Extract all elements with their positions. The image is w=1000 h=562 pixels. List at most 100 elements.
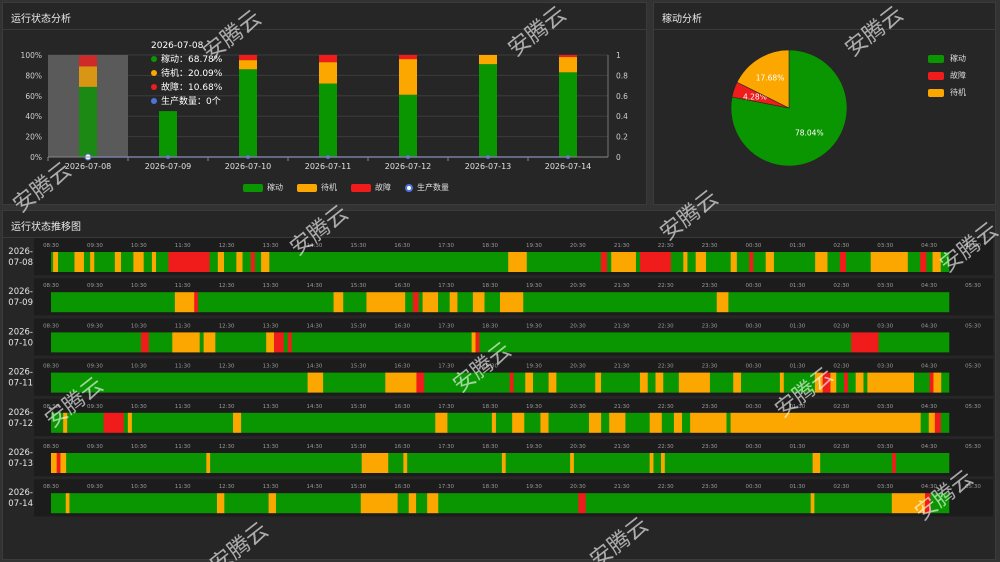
time-tick-label: 09:30 [87, 404, 103, 410]
tooltip-date: 2026-07-08 [151, 41, 204, 51]
status-segment [928, 412, 936, 433]
legend-item[interactable]: 故障 [351, 182, 391, 193]
status-segment [526, 252, 602, 272]
y2-tick-label: 0 [616, 153, 621, 162]
legend-item[interactable]: 生产数量 [405, 182, 449, 193]
status-segment [925, 493, 931, 514]
y-tick-label: 20% [25, 133, 42, 142]
time-tick-label: 01:30 [789, 323, 805, 329]
time-tick-label: 14:30 [306, 364, 322, 370]
status-segment [820, 453, 893, 473]
legend-item[interactable]: 稼动 [243, 182, 283, 193]
time-tick-label: 01:30 [789, 484, 805, 490]
status-segment [609, 412, 626, 433]
status-segment [940, 412, 950, 433]
time-tick-label: 04:30 [921, 364, 937, 370]
time-tick-label: 11:30 [175, 243, 191, 249]
status-segment [418, 292, 423, 313]
legend-item[interactable]: 待机 [928, 87, 966, 98]
time-tick-label: 03:30 [877, 364, 893, 370]
status-trend-chart[interactable]: 08:30 09:30 10:30 11:30 12:30 13:30 14:30 15:30… [3, 211, 995, 559]
status-segment [647, 372, 656, 393]
time-tick-label: 14:30 [306, 444, 322, 450]
status-segment [58, 252, 75, 272]
row-date-label: 07-12 [8, 419, 33, 429]
bar-segment [239, 69, 257, 157]
status-segment [682, 412, 691, 433]
row-date-label: 2026- [8, 368, 33, 378]
status-segment [556, 372, 596, 393]
time-tick-label: 03:30 [877, 283, 893, 289]
divider [3, 29, 646, 30]
status-segment [206, 453, 211, 473]
y-tick-label: 0% [30, 153, 42, 162]
time-tick-label: 20:30 [570, 243, 586, 249]
bar-segment [399, 59, 417, 95]
status-segment [508, 252, 528, 272]
time-tick-label: 13:30 [263, 283, 279, 289]
time-tick-label: 08:30 [43, 243, 59, 249]
time-tick-label: 16:30 [394, 283, 410, 289]
status-segment [907, 252, 921, 272]
status-segment [471, 332, 476, 353]
status-segment [484, 292, 501, 313]
utilization-pie-chart[interactable]: 78.04% 4.28% 17.68% [654, 3, 995, 204]
status-segment [892, 453, 897, 473]
legend-item[interactable]: 故障 [928, 70, 966, 81]
status-segment [343, 292, 367, 313]
time-tick-label: 16:30 [394, 444, 410, 450]
status-segment [814, 372, 823, 393]
status-segment [333, 292, 344, 313]
time-tick-label: 04:30 [921, 484, 937, 490]
time-tick-label: 17:30 [438, 243, 454, 249]
status-segment [323, 372, 386, 393]
status-segment [578, 493, 587, 514]
status-segment [779, 372, 785, 393]
time-tick-label: 15:30 [350, 323, 366, 329]
panel-title: 运行状态分析 [11, 14, 71, 25]
status-segment [366, 292, 406, 313]
time-tick-label: 21:30 [614, 364, 630, 370]
time-tick-label: 02:30 [833, 323, 849, 329]
time-tick-label: 19:30 [526, 444, 542, 450]
status-segment [814, 493, 893, 514]
status-segment [224, 493, 269, 514]
status-segment [291, 332, 472, 353]
time-tick-label: 18:30 [482, 484, 498, 490]
time-tick-label: 15:30 [350, 283, 366, 289]
status-segment [199, 332, 204, 353]
status-segment [673, 412, 683, 433]
status-segment [53, 252, 59, 272]
legend-swatch [243, 183, 263, 192]
pie-value-label: 78.04% [795, 129, 824, 138]
time-tick-label: 09:30 [87, 484, 103, 490]
legend-item[interactable]: 待机 [297, 182, 337, 193]
panel-title: 稼动分析 [662, 14, 702, 25]
row-date-label: 2026- [8, 287, 33, 297]
status-segment [203, 332, 216, 353]
time-tick-label: 08:30 [43, 364, 59, 370]
time-tick-label: 01:30 [789, 404, 805, 410]
time-tick-label: 23:30 [702, 323, 718, 329]
legend-item[interactable]: 稼动 [928, 53, 966, 64]
status-segment [151, 252, 157, 272]
time-tick-label: 23:30 [702, 243, 718, 249]
tooltip-marker [151, 70, 157, 76]
bar-segment [239, 60, 257, 70]
tooltip-row: 稼动：68.78% [161, 53, 223, 65]
status-segment [51, 372, 308, 393]
status-bar-chart[interactable]: 0% 20% 40% 60% 80% 100% 0 0.2 0.4 0.6 0.8 1 2026-07-… [3, 3, 646, 204]
status-segment [361, 453, 389, 473]
status-segment [131, 412, 234, 433]
status-segment [266, 332, 275, 353]
time-tick-label: 13:30 [263, 323, 279, 329]
time-tick-label: 16:30 [394, 404, 410, 410]
time-tick-label: 08:30 [43, 404, 59, 410]
legend-label: 稼动 [950, 54, 966, 63]
time-tick-label: 15:30 [350, 243, 366, 249]
time-tick-label: 04:30 [921, 404, 937, 410]
time-tick-label: 21:30 [614, 484, 630, 490]
time-tick-label: 00:30 [746, 323, 762, 329]
time-tick-label: 09:30 [87, 243, 103, 249]
status-segment [416, 493, 428, 514]
